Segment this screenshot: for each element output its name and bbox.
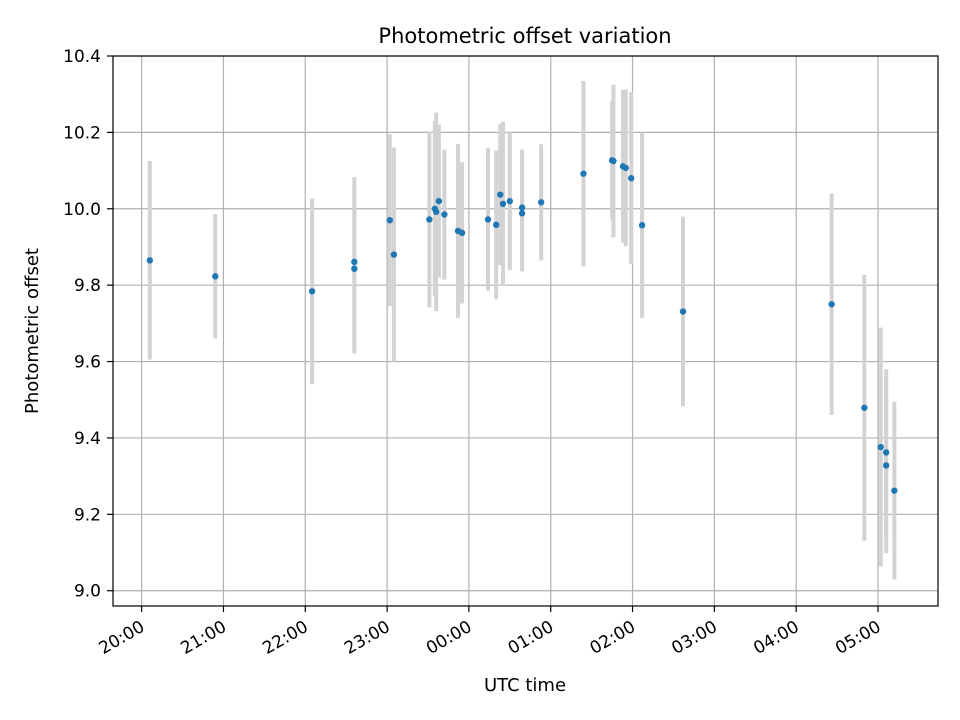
data-point (351, 265, 358, 272)
data-point (497, 191, 504, 198)
y-tick-label: 9.0 (74, 582, 101, 602)
data-point (882, 462, 890, 469)
chart-title: Photometric offset variation (378, 24, 671, 48)
y-tick-label: 10.2 (63, 123, 101, 143)
data-point (146, 257, 154, 264)
data-point (679, 308, 687, 315)
data-point (435, 197, 443, 205)
data-points (146, 157, 898, 494)
data-point (622, 164, 629, 172)
y-tick-label: 9.8 (74, 276, 101, 296)
y-axis-label: Photometric offset (22, 248, 43, 414)
plot-frame (112, 55, 939, 607)
data-point (518, 210, 526, 217)
x-axis-label: UTC time (484, 675, 566, 696)
data-point (308, 288, 316, 295)
data-point (441, 211, 448, 218)
grid (113, 55, 938, 606)
data-point (492, 221, 500, 229)
data-point (627, 175, 635, 182)
data-point (212, 273, 219, 280)
data-point (506, 197, 514, 205)
data-point (882, 449, 890, 456)
data-point (638, 222, 646, 229)
data-point (484, 216, 492, 223)
data-point (861, 404, 868, 411)
data-point (432, 208, 440, 216)
data-point (580, 170, 587, 177)
y-tick-label: 9.2 (74, 505, 101, 525)
data-point (891, 487, 898, 494)
data-point (537, 199, 545, 206)
data-point (828, 301, 835, 308)
y-tick-label: 10.0 (63, 200, 101, 220)
y-tick-label: 9.4 (74, 429, 101, 449)
data-point (610, 157, 617, 165)
data-point (390, 251, 398, 258)
data-point (458, 229, 466, 237)
data-point (518, 204, 526, 211)
data-point (877, 443, 884, 451)
y-tick-label: 10.4 (63, 47, 101, 67)
y-tick-label: 9.6 (74, 353, 101, 373)
data-point (426, 216, 433, 223)
data-point (351, 258, 358, 266)
data-point (386, 217, 394, 224)
data-point (499, 200, 507, 208)
